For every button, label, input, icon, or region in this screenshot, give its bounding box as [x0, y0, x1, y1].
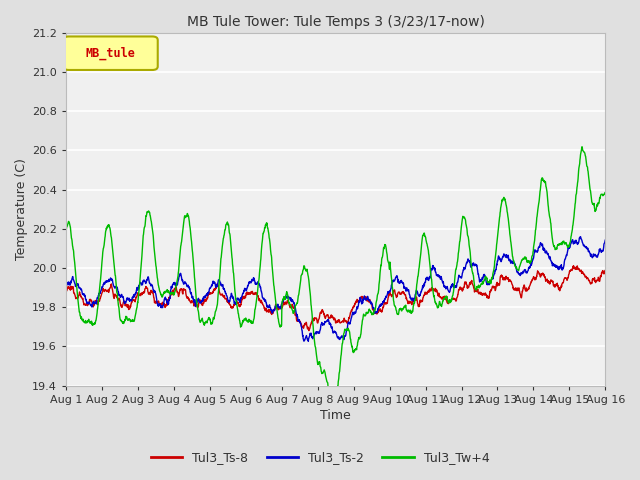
Tul3_Ts-2	[62, 283, 70, 289]
Line: Tul3_Ts-8: Tul3_Ts-8	[66, 265, 605, 331]
Line: Tul3_Tw+4: Tul3_Tw+4	[66, 147, 605, 407]
Tul3_Ts-2	[577, 234, 584, 240]
Text: MB_tule: MB_tule	[86, 47, 136, 60]
Tul3_Ts-2	[90, 299, 97, 304]
X-axis label: Time: Time	[320, 409, 351, 422]
Tul3_Tw+4	[310, 334, 318, 339]
Tul3_Ts-2	[586, 251, 594, 257]
FancyBboxPatch shape	[63, 36, 157, 70]
Title: MB Tule Tower: Tule Temps 3 (3/23/17-now): MB Tule Tower: Tule Temps 3 (3/23/17-now…	[187, 15, 484, 29]
Tul3_Tw+4	[487, 280, 495, 286]
Y-axis label: Temperature (C): Temperature (C)	[15, 158, 28, 260]
Tul3_Ts-8	[586, 280, 594, 286]
Legend: Tul3_Ts-8, Tul3_Ts-2, Tul3_Tw+4: Tul3_Ts-8, Tul3_Ts-2, Tul3_Tw+4	[145, 446, 495, 469]
Tul3_Ts-2	[586, 251, 594, 256]
Tul3_Tw+4	[62, 228, 70, 234]
Tul3_Ts-8	[62, 290, 70, 296]
Tul3_Tw+4	[586, 186, 594, 192]
Tul3_Ts-8	[586, 280, 594, 286]
Tul3_Tw+4	[324, 385, 332, 391]
Tul3_Ts-2	[487, 278, 495, 284]
Tul3_Tw+4	[90, 321, 97, 327]
Tul3_Tw+4	[330, 404, 337, 410]
Line: Tul3_Ts-2: Tul3_Ts-2	[66, 237, 605, 341]
Tul3_Ts-2	[602, 237, 609, 243]
Tul3_Ts-8	[310, 316, 318, 322]
Tul3_Tw+4	[602, 190, 609, 196]
Tul3_Ts-8	[602, 268, 609, 274]
Tul3_Ts-8	[324, 315, 332, 321]
Tul3_Ts-8	[570, 263, 577, 268]
Tul3_Ts-2	[310, 332, 318, 338]
Tul3_Tw+4	[579, 144, 586, 150]
Tul3_Ts-8	[90, 303, 97, 309]
Tul3_Ts-8	[305, 328, 313, 334]
Tul3_Ts-2	[324, 317, 332, 323]
Tul3_Ts-8	[487, 287, 495, 293]
Tul3_Ts-2	[305, 338, 312, 344]
Tul3_Tw+4	[586, 187, 594, 193]
